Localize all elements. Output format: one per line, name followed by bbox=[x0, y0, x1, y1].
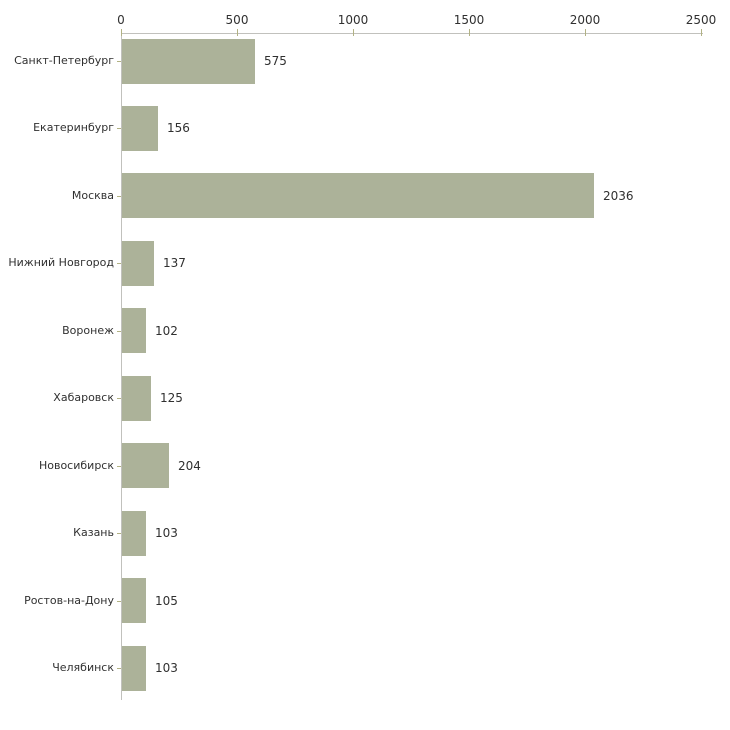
x-axis-line bbox=[121, 33, 703, 34]
x-tick-mark bbox=[701, 29, 702, 36]
value-label: 575 bbox=[264, 54, 287, 68]
x-tick-mark bbox=[469, 29, 470, 36]
value-label: 2036 bbox=[603, 189, 634, 203]
category-label: Новосибирск bbox=[38, 459, 114, 472]
x-tick-label: 500 bbox=[225, 13, 249, 27]
x-tick-label: 2500 bbox=[685, 13, 717, 27]
x-tick-label: 1500 bbox=[453, 13, 485, 27]
category-label: Санкт-Петербург bbox=[14, 54, 114, 67]
x-tick-label: 2000 bbox=[569, 13, 601, 27]
bar bbox=[122, 578, 146, 623]
x-tick-label: 1000 bbox=[337, 13, 369, 27]
x-tick-mark bbox=[121, 29, 122, 36]
value-label: 137 bbox=[163, 256, 186, 270]
value-label: 103 bbox=[155, 661, 178, 675]
bar bbox=[122, 106, 158, 151]
bar bbox=[122, 39, 255, 84]
value-label: 103 bbox=[155, 526, 178, 540]
category-label: Ростов-на-Дону bbox=[24, 594, 114, 607]
bar bbox=[122, 443, 169, 488]
bar bbox=[122, 646, 146, 691]
y-tick-mark bbox=[117, 196, 121, 197]
category-label: Челябинск bbox=[52, 661, 114, 674]
x-tick-label: 0 bbox=[117, 13, 125, 27]
y-axis-line bbox=[121, 33, 122, 700]
bar bbox=[122, 308, 146, 353]
y-tick-mark bbox=[117, 61, 121, 62]
bar bbox=[122, 173, 594, 218]
x-tick-mark bbox=[237, 29, 238, 36]
category-label: Москва bbox=[71, 189, 114, 202]
value-label: 156 bbox=[167, 121, 190, 135]
category-label: Воронеж bbox=[62, 324, 114, 337]
x-tick-mark bbox=[353, 29, 354, 36]
value-label: 105 bbox=[155, 594, 178, 608]
x-tick-mark bbox=[585, 29, 586, 36]
category-label: Хабаровск bbox=[53, 391, 114, 404]
bar bbox=[122, 376, 151, 421]
bar bbox=[122, 511, 146, 556]
value-label: 102 bbox=[155, 324, 178, 338]
y-tick-mark bbox=[117, 466, 121, 467]
category-label: Нижний Новгород bbox=[8, 256, 114, 269]
value-label: 125 bbox=[160, 391, 183, 405]
y-tick-mark bbox=[117, 601, 121, 602]
y-tick-mark bbox=[117, 668, 121, 669]
value-label: 204 bbox=[178, 459, 201, 473]
category-label: Екатеринбург bbox=[33, 121, 114, 134]
y-tick-mark bbox=[117, 533, 121, 534]
y-tick-mark bbox=[117, 128, 121, 129]
bar bbox=[122, 241, 154, 286]
y-tick-mark bbox=[117, 263, 121, 264]
category-label: Казань bbox=[73, 526, 114, 539]
y-tick-mark bbox=[117, 398, 121, 399]
y-tick-mark bbox=[117, 331, 121, 332]
